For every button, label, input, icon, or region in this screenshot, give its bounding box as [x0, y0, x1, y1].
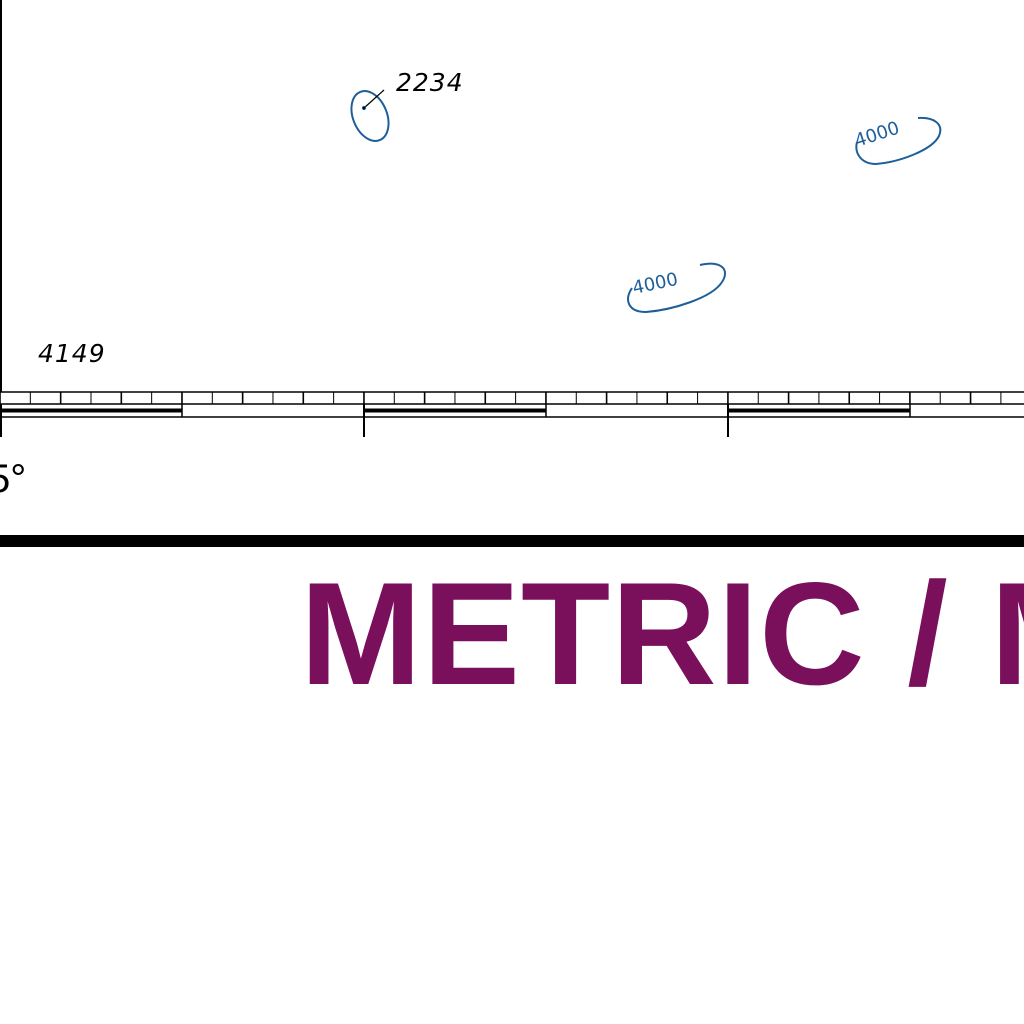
sounding-4149: 4149 — [38, 339, 106, 368]
contour-4000-center-line — [627, 262, 727, 314]
seamount-2234 — [350, 89, 390, 142]
contour-4000-right: 4000 — [852, 116, 942, 166]
separator-rule — [0, 535, 1024, 547]
contour-label-4000-right: 4000 — [852, 118, 902, 152]
contour-4000-right-line — [855, 116, 942, 166]
metric-banner-title: METRIC / M — [300, 552, 1024, 715]
seamount-contour — [350, 90, 390, 142]
contour-4000-center: 4000 — [627, 262, 727, 314]
graduated-border-scale — [0, 391, 1024, 437]
sounding-dot — [361, 105, 367, 111]
sounding-leader-line — [363, 89, 385, 109]
latitude-label: 5° — [0, 457, 26, 501]
contour-label-4000-center: 4000 — [631, 269, 680, 299]
sounding-2234: 2234 — [396, 68, 464, 97]
